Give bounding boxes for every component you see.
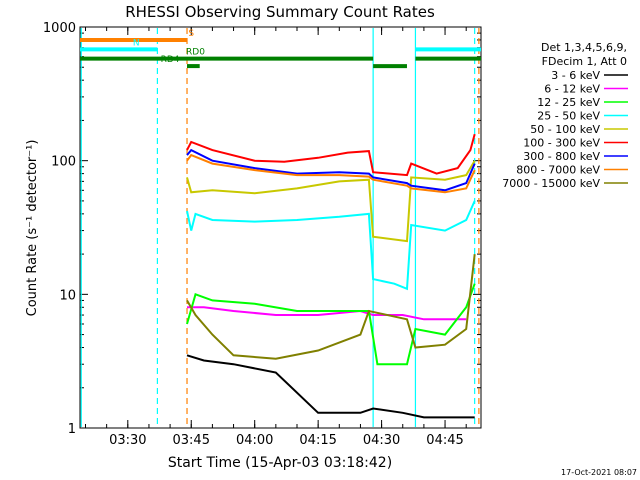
x-tick-label: 04:00 — [236, 433, 273, 448]
series-line — [186, 200, 476, 291]
y-tick-label: 100 — [51, 155, 76, 170]
chart-title: RHESSI Observing Summary Count Rates — [125, 3, 435, 21]
legend-entry-label: 800 - 7000 keV — [516, 164, 600, 177]
x-tick-label: 04:30 — [363, 433, 400, 448]
state-bars: S N RD0 RD4 — [80, 29, 481, 69]
legend-entry-label: 12 - 25 keV — [537, 96, 600, 109]
plot-frame — [79, 26, 482, 429]
state-label: RD0 — [186, 48, 205, 58]
state-label: N — [133, 38, 140, 48]
legend-entry-label: 7000 - 15000 keV — [502, 177, 600, 190]
y-axis-ticks: 1 10 100 1000 — [43, 21, 481, 437]
legend-entry-label: 50 - 100 keV — [530, 123, 600, 136]
legend-header-line-1: Det 1,3,4,5,6,9, — [541, 41, 627, 54]
y-tick-label: 1000 — [43, 21, 76, 36]
legend: Det 1,3,4,5,6,9, FDecim 1, Att 0 3 - 6 k… — [502, 41, 628, 190]
x-tick-label: 03:45 — [173, 433, 210, 448]
vertical-markers — [80, 28, 480, 427]
state-label: RD4 — [161, 55, 180, 65]
state-label: S — [188, 29, 194, 39]
series-lines — [186, 133, 476, 419]
series-line — [186, 133, 476, 177]
legend-entry-label: 300 - 800 keV — [523, 150, 600, 163]
y-axis-label: Count Rate (s⁻¹ detector⁻¹) — [25, 140, 40, 317]
x-axis-ticks: 03:30 03:45 04:00 04:15 04:30 04:45 — [84, 27, 467, 448]
legend-header-line-2: FDecim 1, Att 0 — [542, 55, 627, 68]
timestamp: 17-Oct-2021 08:07 — [561, 468, 637, 477]
legend-entry-label: 6 - 12 keV — [544, 83, 600, 96]
series-line — [186, 253, 476, 360]
y-tick-label: 10 — [59, 288, 76, 303]
legend-entry-label: 3 - 6 keV — [551, 69, 600, 82]
x-tick-label: 03:30 — [109, 433, 146, 448]
legend-entry-label: 100 - 300 keV — [523, 137, 600, 150]
series-line — [186, 354, 475, 419]
legend-entry-label: 25 - 50 keV — [537, 110, 600, 123]
series-line — [186, 153, 476, 194]
x-tick-label: 04:15 — [299, 433, 336, 448]
series-line — [186, 160, 476, 243]
series-line — [187, 306, 467, 321]
x-axis-label: Start Time (15-Apr-03 03:18:42) — [168, 455, 392, 471]
x-tick-label: 04:45 — [426, 433, 463, 448]
series-line — [186, 148, 476, 192]
y-tick-label: 1 — [68, 422, 76, 437]
